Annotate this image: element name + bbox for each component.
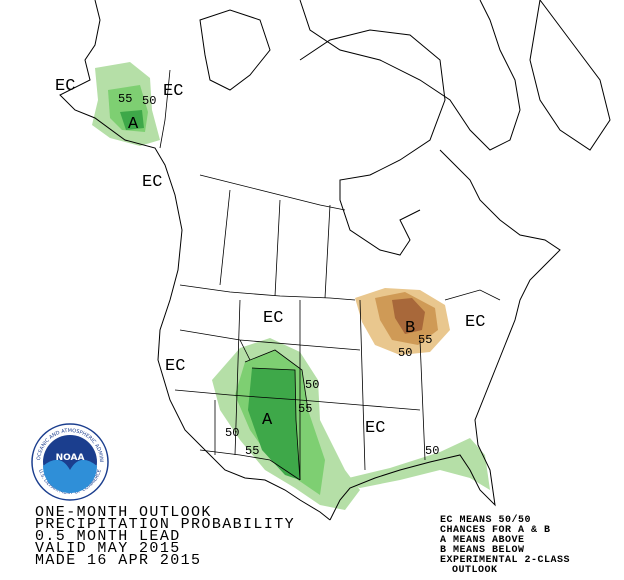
ec-label: EC [163,82,183,101]
noaa-logo: NATIONAL OCEANIC AND ATMOSPHERIC ADMINIS… [0,0,109,501]
borders [159,69,501,481]
title-block: ONE-MONTH OUTLOOK PRECIPITATION PROBABIL… [35,504,295,569]
alaska-border [159,69,171,149]
contour-label: 55 [418,333,432,347]
coastlines [59,0,611,521]
contour-label: 50 [425,444,439,458]
contour-label: 50 [305,378,319,392]
shading [92,62,490,510]
greenland [529,0,611,151]
logo-ring-top: NATIONAL OCEANIC AND ATMOSPHERIC ADMINIS… [0,0,104,462]
ec-label: EC [165,357,185,376]
below-label: B [405,319,415,338]
ec-label: EC [465,313,485,332]
southwest-shade-dark [248,368,300,480]
above-label: A [128,115,139,134]
contour-label: 50 [398,346,412,360]
ec-label: EC [263,309,283,328]
contours [244,349,309,481]
gulf-shade [340,438,490,490]
contour-label: 55 [118,92,132,106]
title-line: VALID MAY 2015 [35,540,181,557]
contour-label: 55 [298,402,312,416]
legend-line: EXPERIMENTAL 2-CLASS [440,555,570,566]
contour-line [251,367,301,481]
logo-ring-text: NATIONAL OCEANIC AND ATMOSPHERIC ADMINIS… [0,0,104,462]
ec-label: EC [55,77,75,96]
alaska-shade-dark [120,110,144,130]
title-line: ONE-MONTH OUTLOOK [35,504,212,521]
arctic-islands [299,0,521,151]
legend-line: CHANCES FOR A & B [440,525,551,536]
east-coast [329,149,561,521]
hudson-bay [299,29,446,256]
legend-line: A MEANS ABOVE [440,535,525,546]
title-line: PRECIPITATION PROBABILITY [35,516,295,533]
map-labels: EC 55 50 EC A EC EC B 55 50 EC EC A 50 5… [55,77,485,458]
above-label: A [262,411,273,430]
legend-line: EC MEANS 50/50 [440,514,531,526]
logo-wave [43,459,97,493]
us-mexico-border [199,449,301,481]
province-lines [199,174,346,299]
title-line: MADE 16 APR 2015 [35,552,201,569]
contour-label: 50 [142,94,156,108]
logo-name: NOAA [56,453,85,463]
legend-line: OUTLOOK [452,565,498,576]
legend-block: EC MEANS 50/50 CHANCES FOR A & B A MEANS… [440,514,570,576]
title-line: 0.5 MONTH LEAD [35,528,181,545]
us-canada-border-east [444,289,501,301]
contour-label: 50 [225,426,239,440]
lakes-shade-dark [392,298,425,334]
legend-line: B MEANS BELOW [440,545,525,556]
ec-label: EC [365,419,385,438]
state-lines [174,299,426,480]
contour-label: 55 [245,444,259,458]
us-canada-border [179,284,356,301]
west-coast [59,0,331,521]
contour-line [244,349,309,411]
island [199,9,271,91]
ec-label: EC [142,173,162,192]
